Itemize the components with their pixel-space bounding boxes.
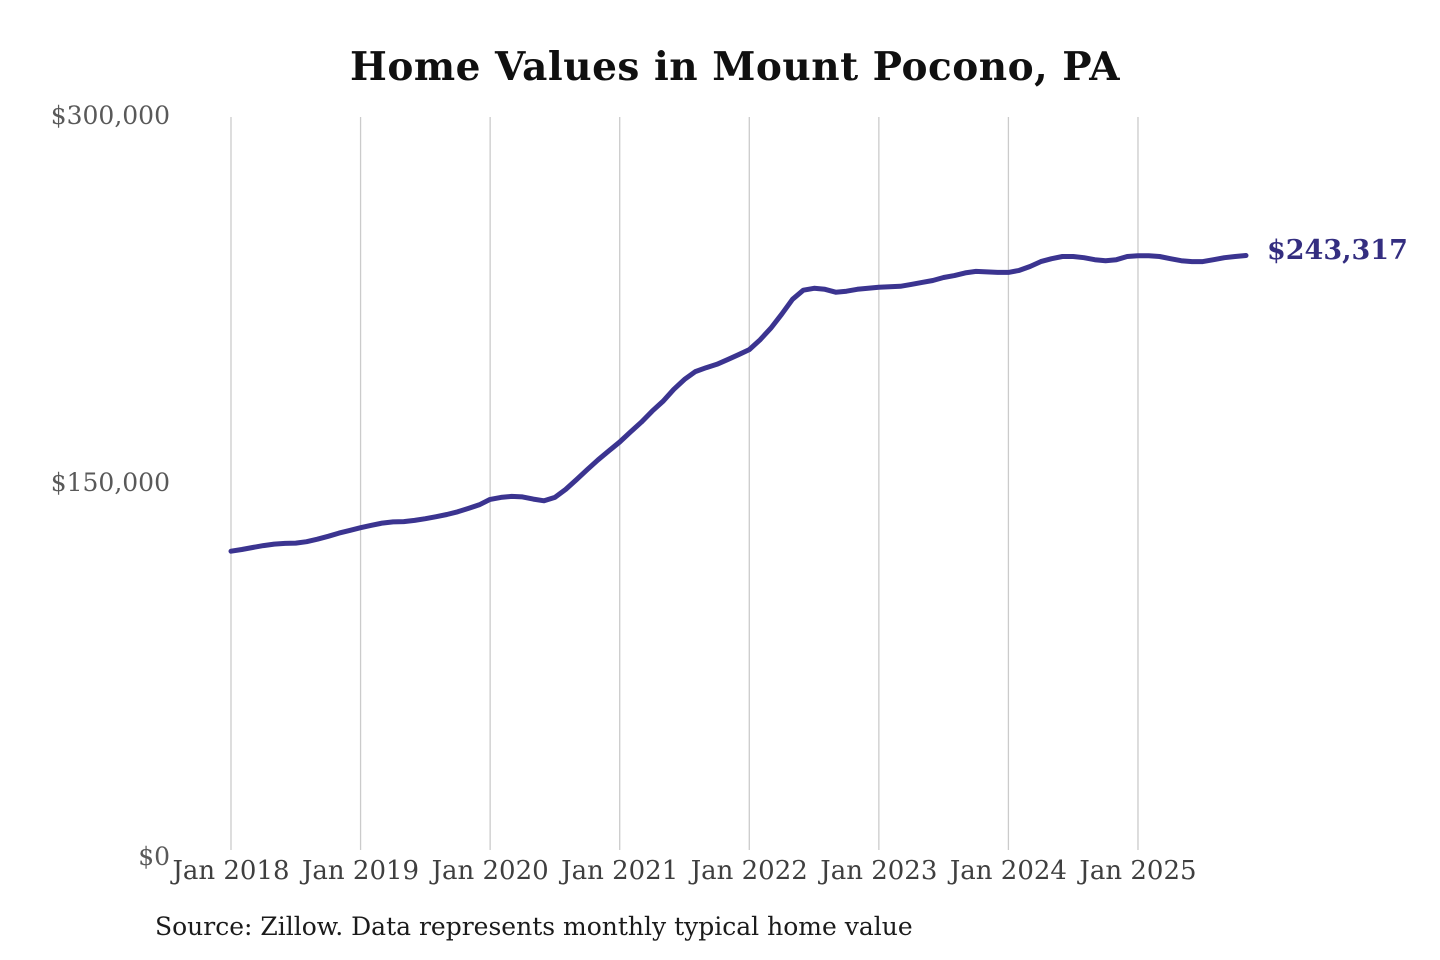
source-note: Source: Zillow. Data represents monthly … [155,912,913,941]
x-axis-label: Jan 2021 [561,856,679,886]
latest-value-label: $243,317 [1266,235,1408,267]
x-axis-label: Jan 2020 [431,856,549,886]
y-axis-label: $300,000 [50,101,170,130]
x-axis-label: Jan 2018 [172,856,290,886]
x-axis-label: Jan 2024 [949,856,1067,886]
x-axis-label: Jan 2022 [690,856,808,886]
chart-title: Home Values in Mount Pocono, PA [349,44,1121,90]
home-value-line [228,253,1249,554]
x-axis-label: Jan 2025 [1079,856,1197,886]
x-axis-label: Jan 2023 [820,856,938,886]
y-axis-label: $150,000 [50,467,170,497]
x-axis-label: Jan 2019 [302,856,420,886]
year-gridlines [230,117,1139,850]
y-axis-label: $0 [138,842,170,871]
